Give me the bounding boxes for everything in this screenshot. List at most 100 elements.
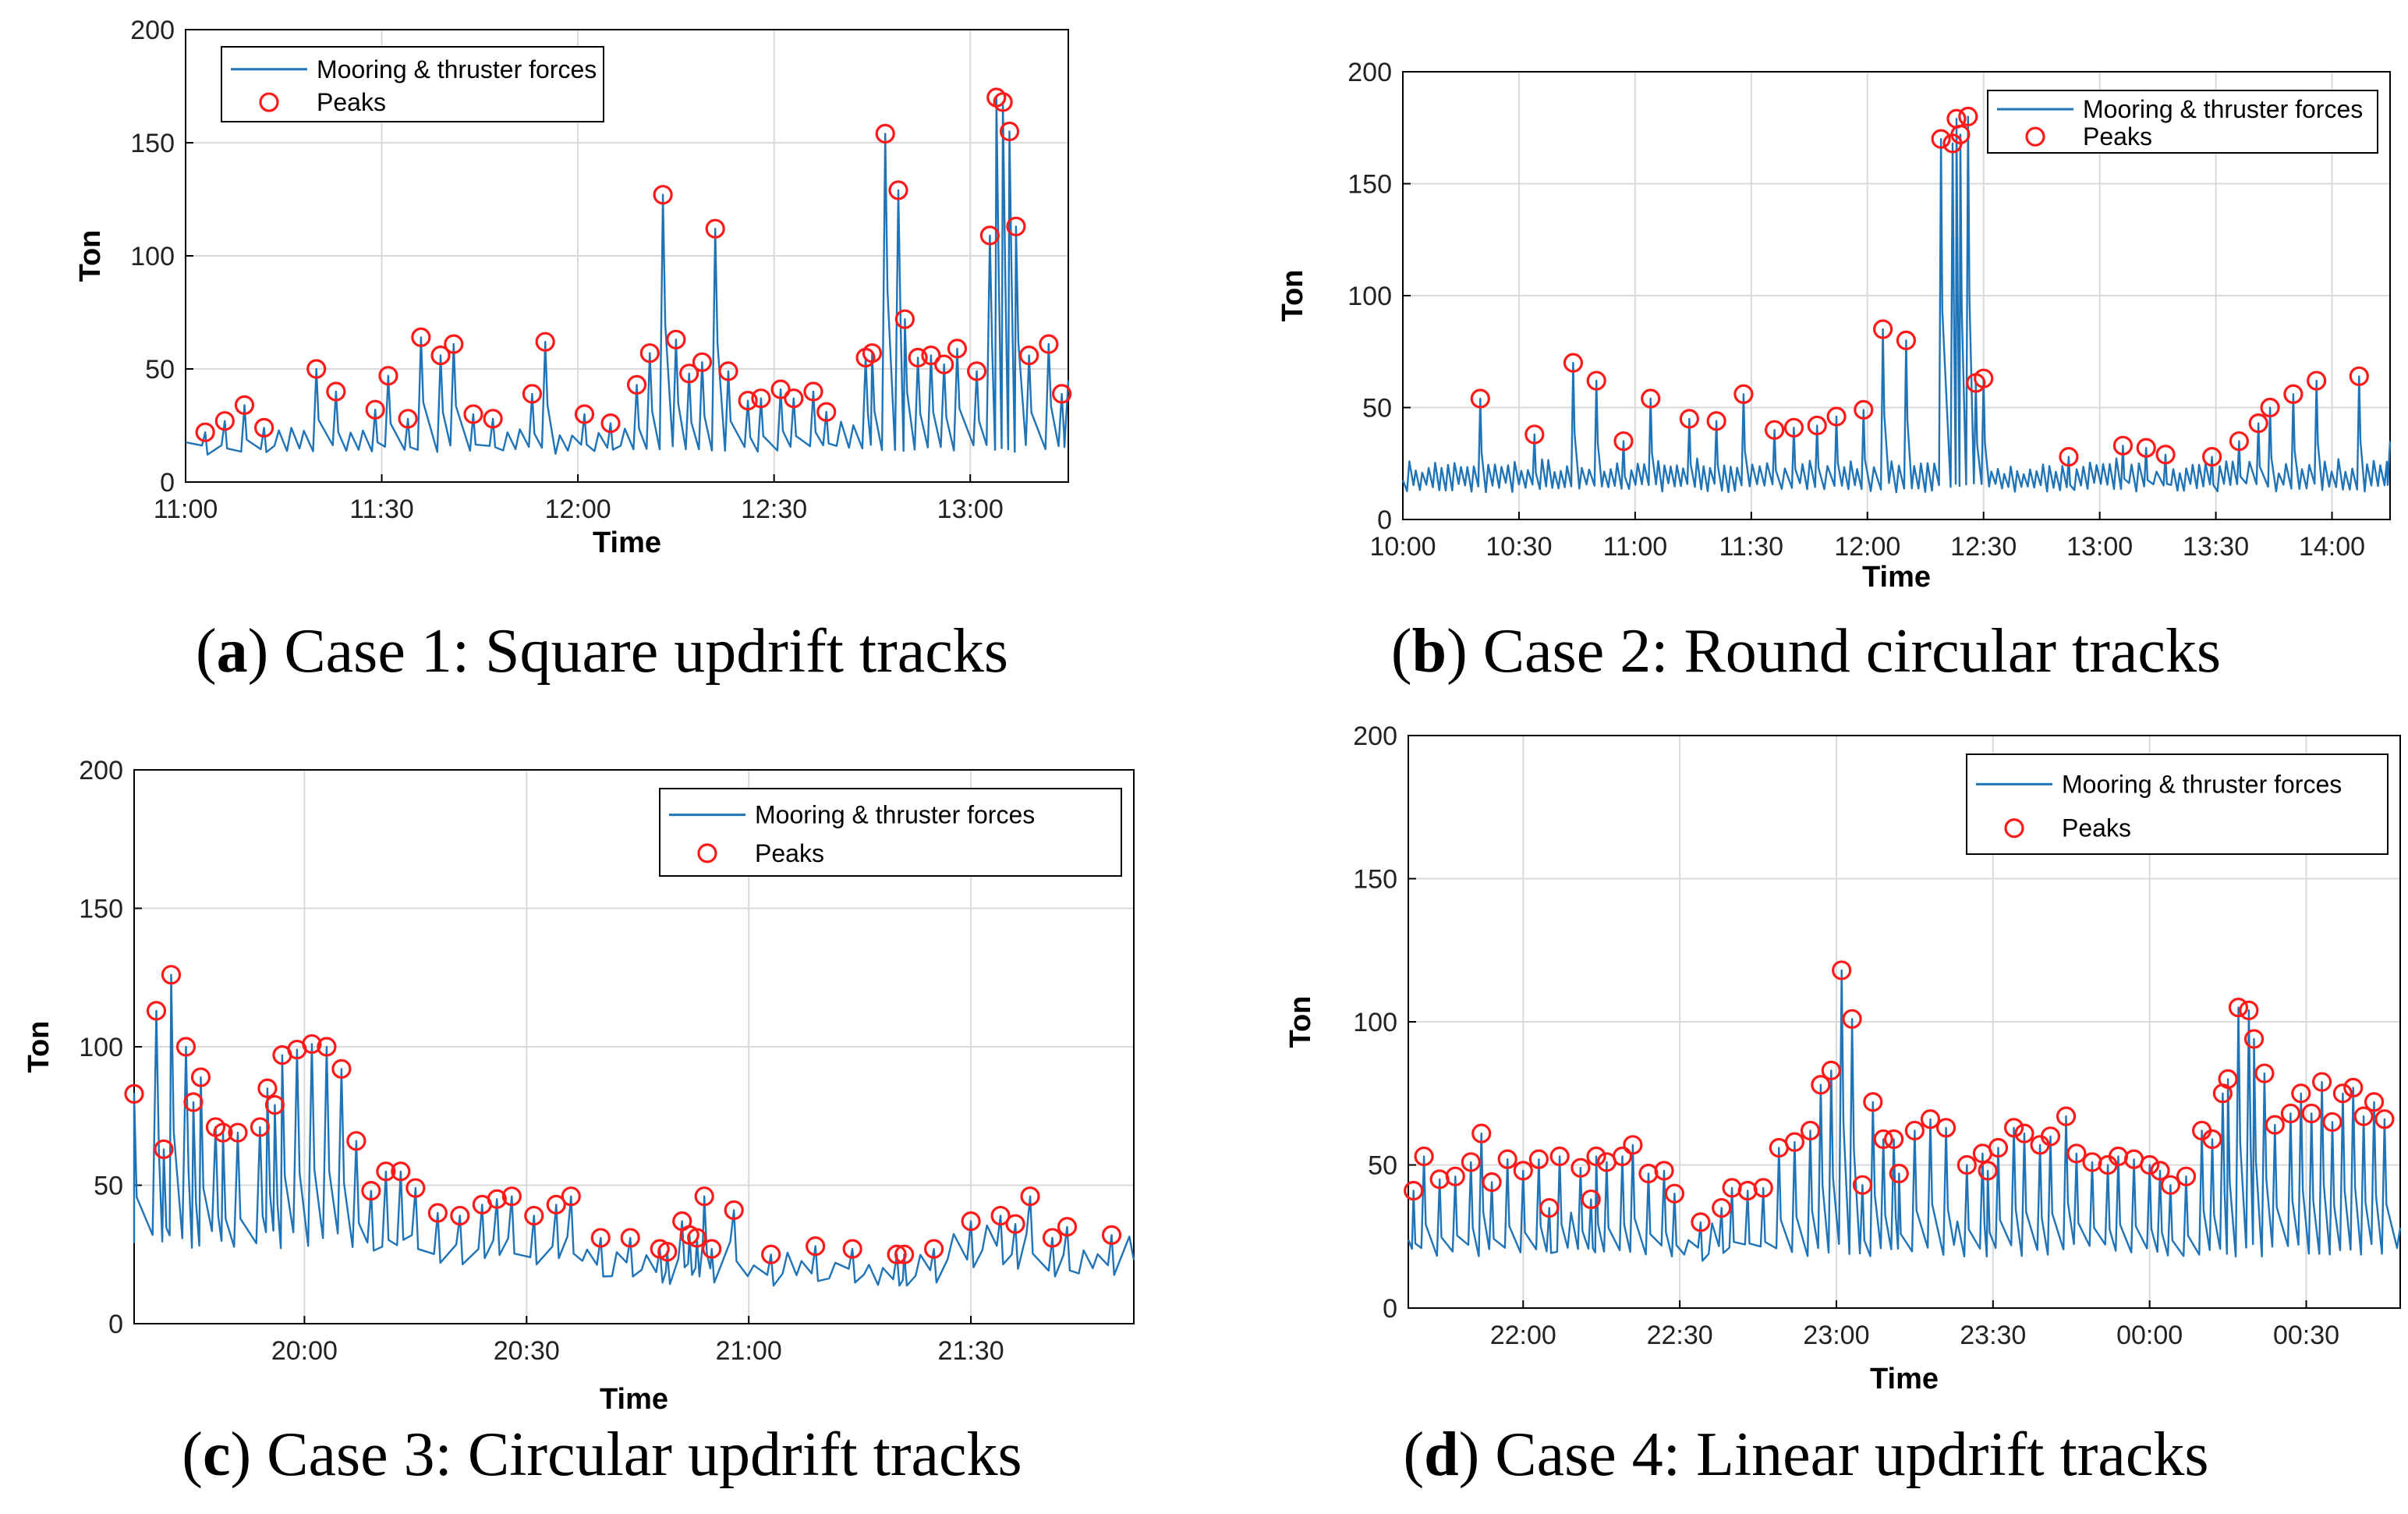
peak-marker [154,1139,174,1159]
peak-marker [1974,368,1994,388]
legend-label-peaks: Peaks [755,839,824,867]
peak-marker [1988,1137,2009,1158]
peak-marker [990,1205,1011,1226]
legend-label-series: Mooring & thruster forces [2062,770,2342,798]
peak-marker [770,379,791,399]
peak-marker [738,390,758,411]
peak-marker [2218,1069,2238,1089]
peak-marker [1497,1149,1517,1169]
chart-b-svg: 0 50 100 150 200 10:00 10:30 11:00 11:30 12:00 12:… [1277,58,2392,594]
x-tick-label: 23:00 [1803,1321,1869,1350]
peak-marker [626,374,647,395]
peak-marker [887,1244,907,1264]
legend-label-peaks: Peaks [2062,814,2131,842]
caption-c-open: ( [182,1420,203,1489]
peak-marker [1821,1060,1841,1080]
peak-marker [1482,1172,1502,1193]
peak-marker [1052,384,1072,404]
chart-c-svg: 0 50 100 150 200 20:00 20:30 21:00 21:30 Time Ton M… [23,756,1135,1416]
peak-marker [1784,1132,1805,1152]
x-tick-label: 12:00 [545,495,611,524]
peak-marker [993,92,1013,112]
peak-marker [234,395,255,416]
peak-marker [803,381,823,402]
peak-marker [1889,1163,1909,1184]
y-tick-label: 200 [130,16,175,45]
peak-marker [501,1186,522,1207]
peak-marker [2364,1092,2385,1112]
x-tick-label: 13:30 [2183,532,2249,562]
peak-marker [1528,1149,1549,1169]
peak-marker [1807,415,1827,436]
peak-marker [2202,447,2222,467]
peak-marker [999,121,1020,142]
peak-marker [2202,1129,2222,1150]
peak-marker [331,1058,352,1079]
peak-marker [302,1034,322,1055]
peak-marker [934,354,954,374]
y-tick-label: 150 [1347,170,1392,200]
y-tick-label: 50 [145,355,175,385]
peak-marker [2353,1106,2374,1126]
peak-marker [1581,1189,1601,1210]
y-axis-label: Ton [74,230,107,282]
peak-marker [376,1161,396,1182]
x-tick-label: 21:00 [716,1336,782,1366]
x-tick-label: 23:30 [1960,1321,2026,1350]
peak-marker [967,361,987,381]
caption-b: (b) Case 2: Round circular tracks [1204,616,2408,687]
peak-marker [2066,1143,2087,1164]
legend-marker-swatch [259,92,279,112]
y-tick-label: 200 [79,756,123,785]
peak-marker [1586,371,1606,391]
peak-marker [692,352,713,372]
peak-marker [1613,431,1634,452]
x-tick-label: 00:00 [2116,1321,2183,1350]
caption-d-text: ) Case 4: Linear updrift tracks [1458,1420,2209,1489]
peak-marker [483,409,503,429]
peak-marker [427,1203,448,1223]
peak-marker [2248,413,2268,434]
peak-marker [784,388,804,409]
peak-marker [694,1186,714,1207]
peak-marker [306,359,327,379]
peak-marker [175,1037,197,1057]
peak-marker [1852,1175,1873,1195]
peak-marker [1445,1166,1465,1186]
peak-marker [923,1239,944,1259]
legend-label-series: Mooring & thruster forces [755,801,1035,829]
legend-marker-swatch [2004,818,2024,839]
caption-d: (d) Case 4: Linear updrift tracks [1204,1420,2408,1491]
x-tick-label: 12:00 [1834,532,1900,562]
peak-marker [1470,388,1490,409]
x-tick-label: 12:30 [741,495,807,524]
peak-marker [1863,1092,1883,1112]
peak-marker [2150,1161,2170,1181]
peak-marker [398,409,418,429]
y-tick-label: 100 [1353,1008,1397,1037]
peak-marker [1586,1146,1606,1167]
chart-d-legend: Mooring & thruster forces Peaks [1966,753,2389,855]
peak-marker [1039,334,1059,354]
peak-marker [522,384,543,404]
peak-marker [1019,346,1039,366]
peak-marker [2239,1000,2259,1020]
x-tick-label: 11:30 [349,495,414,524]
peak-marker [2243,1029,2265,1049]
x-tick-label: 11:00 [1603,532,1668,562]
series-line-mooring-thruster-forces [1407,969,2402,1262]
chart-a-legend: Mooring & thruster forces Peaks [221,46,604,122]
peak-marker [1950,124,1971,144]
peak-marker [806,1236,826,1257]
peak-marker [1884,1129,1904,1150]
peak-marker [1935,1118,1956,1138]
peak-marker [657,1242,678,1262]
x-tick-label: 22:30 [1647,1321,1713,1350]
peak-marker [2059,447,2079,467]
peak-marker [405,1178,426,1198]
y-tick-label: 150 [130,129,175,158]
peak-marker [183,1092,204,1112]
y-tick-label: 150 [79,895,123,924]
peak-marker [378,366,398,386]
y-tick-label: 150 [1353,865,1397,895]
